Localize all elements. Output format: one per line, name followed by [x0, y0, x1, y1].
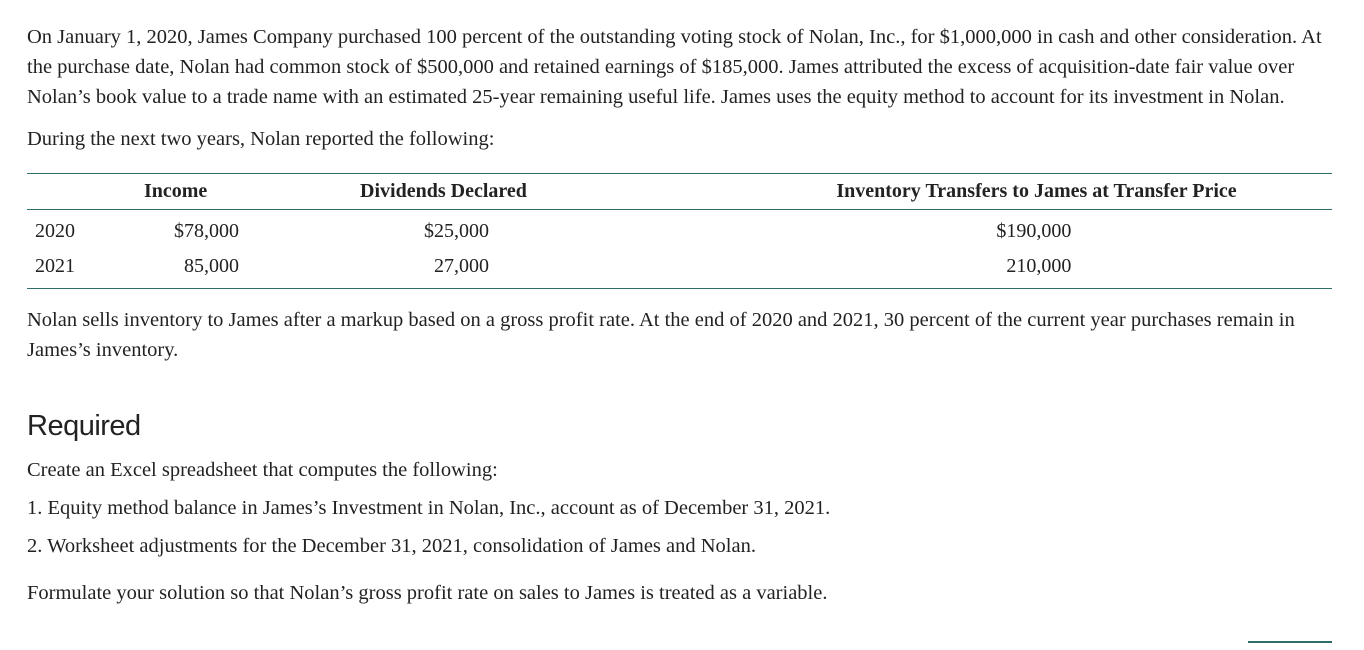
- cell-inventory: $190,000: [700, 210, 1332, 250]
- cell-dividends: $25,000: [252, 210, 700, 250]
- cell-year: 2020: [35, 220, 75, 242]
- required-heading: Required: [27, 410, 141, 442]
- problem-content: On January 1, 2020, James Company purcha…: [27, 22, 1332, 608]
- dividends-value: 27,000: [434, 255, 490, 277]
- nolan-data-table: Income Dividends Declared Inventory Tran…: [27, 173, 1332, 289]
- after-table-paragraph: Nolan sells inventory to James after a m…: [27, 309, 1295, 361]
- table-header-row: Income Dividends Declared Inventory Tran…: [27, 173, 1332, 210]
- intro-paragraph: On January 1, 2020, James Company purcha…: [27, 26, 1322, 108]
- inventory-value: $190,000: [996, 220, 1072, 242]
- bottom-divider: [1248, 641, 1332, 643]
- header-dividends: Dividends Declared: [252, 173, 701, 210]
- cell-income: $78,000: [117, 210, 252, 250]
- header-year: [27, 173, 117, 210]
- cell-income: 85,000: [117, 249, 252, 289]
- income-value: $78,000: [173, 220, 239, 242]
- formula-note: Formulate your solution so that Nolan’s …: [27, 582, 828, 604]
- table-row: 2020 $78,000 $25,000 $190,000: [27, 210, 1332, 250]
- required-intro: Create an Excel spreadsheet that compute…: [27, 459, 498, 481]
- cell-year: 2021: [35, 255, 75, 277]
- lead-sentence: During the next two years, Nolan reporte…: [27, 128, 495, 150]
- inventory-value: 210,000: [1006, 255, 1072, 277]
- required-item-2: 2. Worksheet adjustments for the Decembe…: [27, 535, 756, 557]
- dividends-value: $25,000: [424, 220, 490, 242]
- table-row: 2021 85,000 27,000 210,000: [27, 249, 1332, 289]
- header-income: Income: [116, 173, 253, 210]
- header-inventory: Inventory Transfers to James at Transfer…: [700, 173, 1332, 210]
- cell-inventory: 210,000: [700, 249, 1332, 289]
- required-item-1: 1. Equity method balance in James’s Inve…: [27, 497, 831, 519]
- income-value: 85,000: [183, 255, 239, 277]
- cell-dividends: 27,000: [252, 249, 700, 289]
